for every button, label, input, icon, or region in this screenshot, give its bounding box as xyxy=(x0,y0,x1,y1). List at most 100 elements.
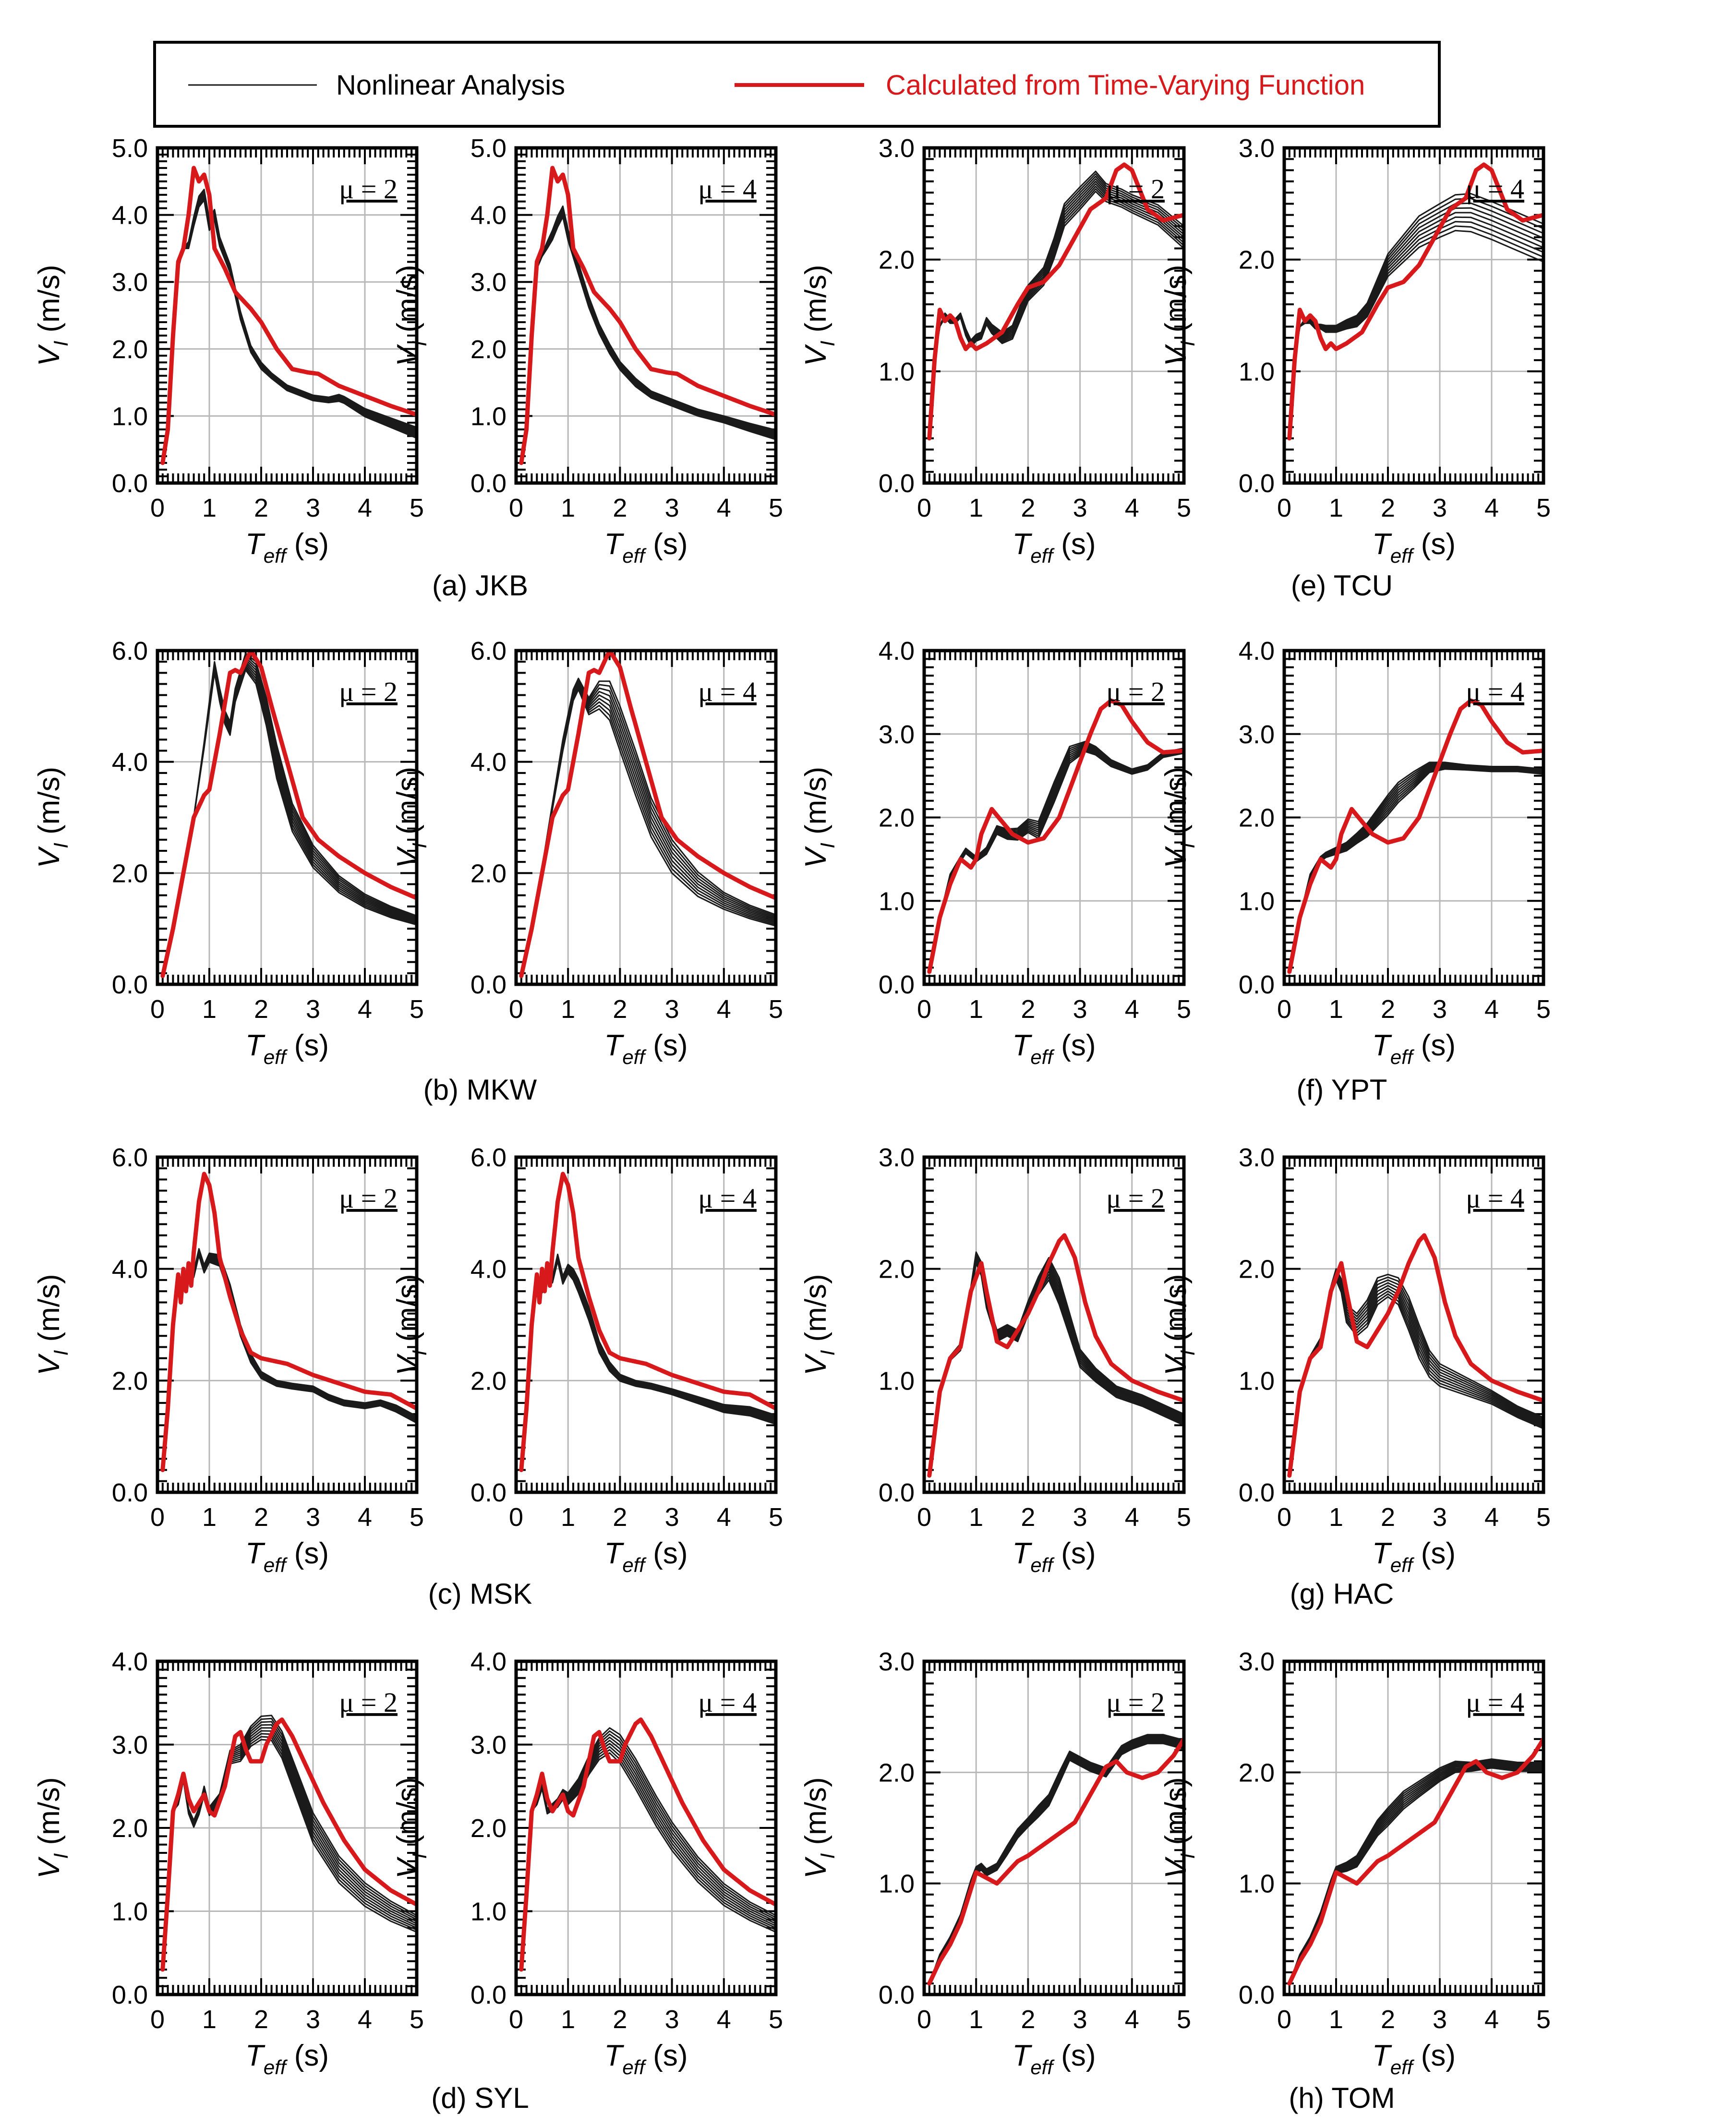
y-axis-title: VI (m/s) xyxy=(391,1777,431,1878)
y-tick-label: 4.0 xyxy=(879,637,915,665)
x-axis-symbol: T xyxy=(1012,1029,1032,1062)
y-axis-title: VI (m/s) xyxy=(391,767,431,868)
x-tick-label: 0 xyxy=(917,494,931,522)
plot-frame xyxy=(1282,1155,1545,1494)
y-tick-label: 4.0 xyxy=(1239,637,1275,665)
y-axis-symbol: V xyxy=(391,344,424,366)
x-axis-symbol: T xyxy=(604,1537,624,1570)
x-axis-title: Teff (s) xyxy=(604,528,687,567)
x-tick-label: 1 xyxy=(969,494,983,522)
x-axis-subscript: eff xyxy=(1390,2056,1415,2079)
y-tick-label: 1.0 xyxy=(879,1870,915,1898)
x-tick-label: 5 xyxy=(1536,1503,1551,1532)
y-axis-unit: (m/s) xyxy=(391,265,424,340)
x-axis-subscript: eff xyxy=(622,1046,647,1068)
x-tick-label: 0 xyxy=(1277,494,1291,522)
x-tick-label: 5 xyxy=(1177,1503,1191,1532)
x-tick-label: 5 xyxy=(769,1503,783,1532)
calculated-line xyxy=(160,1172,417,1472)
x-tick-label: 3 xyxy=(665,494,679,522)
x-tick-label: 5 xyxy=(769,995,783,1024)
chart-caption: (h) TOM xyxy=(1289,2082,1395,2114)
y-tick-label: 3.0 xyxy=(112,268,148,297)
panel-mu-4: μ = 4 0 1 2 3 4 5 0.0 2.0 4.0 6.0 Teff (s) VI (m/s) xyxy=(391,637,783,1068)
y-tick-label: 0.0 xyxy=(879,970,915,999)
y-axis-unit: (m/s) xyxy=(33,1777,66,1853)
calculated-line xyxy=(519,651,776,979)
x-tick-label: 5 xyxy=(1177,995,1191,1024)
y-axis-unit: (m/s) xyxy=(1159,1777,1193,1853)
x-tick-label: 4 xyxy=(717,1503,731,1532)
y-axis-subscript: I xyxy=(49,843,72,848)
y-axis-symbol: V xyxy=(391,1856,424,1879)
plot-frame xyxy=(922,1659,1186,1996)
x-tick-label: 5 xyxy=(410,1503,424,1532)
panel-mu-4: μ = 4 0 1 2 3 4 5 0.0 1.0 2.0 3.0 Teff (s) VI (m/s) xyxy=(1159,1647,1551,2079)
x-axis-unit: (s) xyxy=(1053,1029,1096,1062)
x-tick-label: 2 xyxy=(254,2005,268,2034)
y-axis-subscript: I xyxy=(1176,1350,1199,1355)
y-axis-subscript: I xyxy=(408,1350,431,1355)
y-tick-label: 2.0 xyxy=(879,804,915,833)
y-tick-label: 5.0 xyxy=(470,134,506,163)
x-axis-unit: (s) xyxy=(645,1537,688,1570)
y-axis-symbol: V xyxy=(1159,1856,1193,1879)
chart-caption: (f) YPT xyxy=(1297,1074,1387,1106)
x-tick-label: 2 xyxy=(1381,2005,1395,2034)
y-tick-label: 2.0 xyxy=(112,859,148,888)
y-tick-label: 1.0 xyxy=(879,1366,915,1395)
x-tick-label: 1 xyxy=(1329,1503,1343,1532)
y-axis-title: VI (m/s) xyxy=(33,1274,72,1375)
x-tick-label: 1 xyxy=(202,2005,217,2034)
calculated-line xyxy=(927,1233,1184,1478)
x-tick-label: 5 xyxy=(410,494,424,522)
x-axis-title: Teff (s) xyxy=(1372,1537,1456,1576)
x-tick-label: 4 xyxy=(358,2005,372,2034)
x-tick-label: 3 xyxy=(306,2005,320,2034)
y-axis-symbol: V xyxy=(33,1353,66,1376)
nonlinear-line xyxy=(520,206,776,463)
plot-frame xyxy=(514,1659,778,1996)
x-tick-label: 0 xyxy=(1277,2005,1291,2034)
y-tick-label: 2.0 xyxy=(1239,804,1275,833)
calculated-line xyxy=(519,166,776,465)
x-axis-symbol: T xyxy=(604,2039,624,2072)
mu-label: μ = 4 xyxy=(1466,676,1524,707)
y-tick-label: 0.0 xyxy=(112,1478,148,1507)
x-axis-symbol: T xyxy=(604,1029,624,1062)
x-axis-symbol: T xyxy=(1012,2039,1032,2072)
y-tick-label: 2.0 xyxy=(470,335,506,364)
panel-mu-4: μ = 4 0 1 2 3 4 5 0.0 2.0 4.0 6.0 Teff (s) VI (m/s) xyxy=(391,1143,783,1576)
chart-caption: (g) HAC xyxy=(1290,1578,1394,1610)
mu-label: μ = 2 xyxy=(339,1183,398,1214)
x-axis-title: Teff (s) xyxy=(604,1537,687,1576)
x-tick-label: 4 xyxy=(1484,494,1499,522)
y-tick-label: 2.0 xyxy=(112,1814,148,1843)
y-axis-title: VI (m/s) xyxy=(799,767,839,868)
y-tick-label: 3.0 xyxy=(1239,1647,1275,1676)
mu-label: μ = 4 xyxy=(698,1687,757,1718)
y-axis-subscript: I xyxy=(408,843,431,848)
plot-frame xyxy=(922,146,1186,485)
x-tick-label: 1 xyxy=(561,2005,575,2034)
x-tick-label: 3 xyxy=(306,1503,320,1532)
x-axis-unit: (s) xyxy=(1053,2039,1096,2072)
legend: Nonlinear Analysis Calculated from Time-… xyxy=(153,41,1441,128)
x-tick-label: 2 xyxy=(613,2005,627,2034)
x-axis-title: Teff (s) xyxy=(1012,2039,1096,2079)
plot-frame xyxy=(1282,649,1545,986)
x-axis-subscript: eff xyxy=(1030,1046,1055,1068)
mu-label: μ = 4 xyxy=(1466,173,1524,205)
y-axis-unit: (m/s) xyxy=(1159,767,1193,843)
panel-mu-2: μ = 2 0 1 2 3 4 5 0.0 1.0 2.0 3.0 4.0 5.0 Teff (s) VI … xyxy=(33,134,424,567)
x-tick-label: 4 xyxy=(358,995,372,1024)
y-axis-title: VI (m/s) xyxy=(1159,1777,1199,1878)
x-tick-label: 2 xyxy=(254,995,268,1024)
x-axis-unit: (s) xyxy=(1053,1537,1096,1570)
y-tick-label: 0.0 xyxy=(470,469,506,498)
x-axis-subscript: eff xyxy=(1030,544,1055,567)
y-tick-label: 3.0 xyxy=(470,1731,506,1760)
y-tick-label: 1.0 xyxy=(470,402,506,431)
